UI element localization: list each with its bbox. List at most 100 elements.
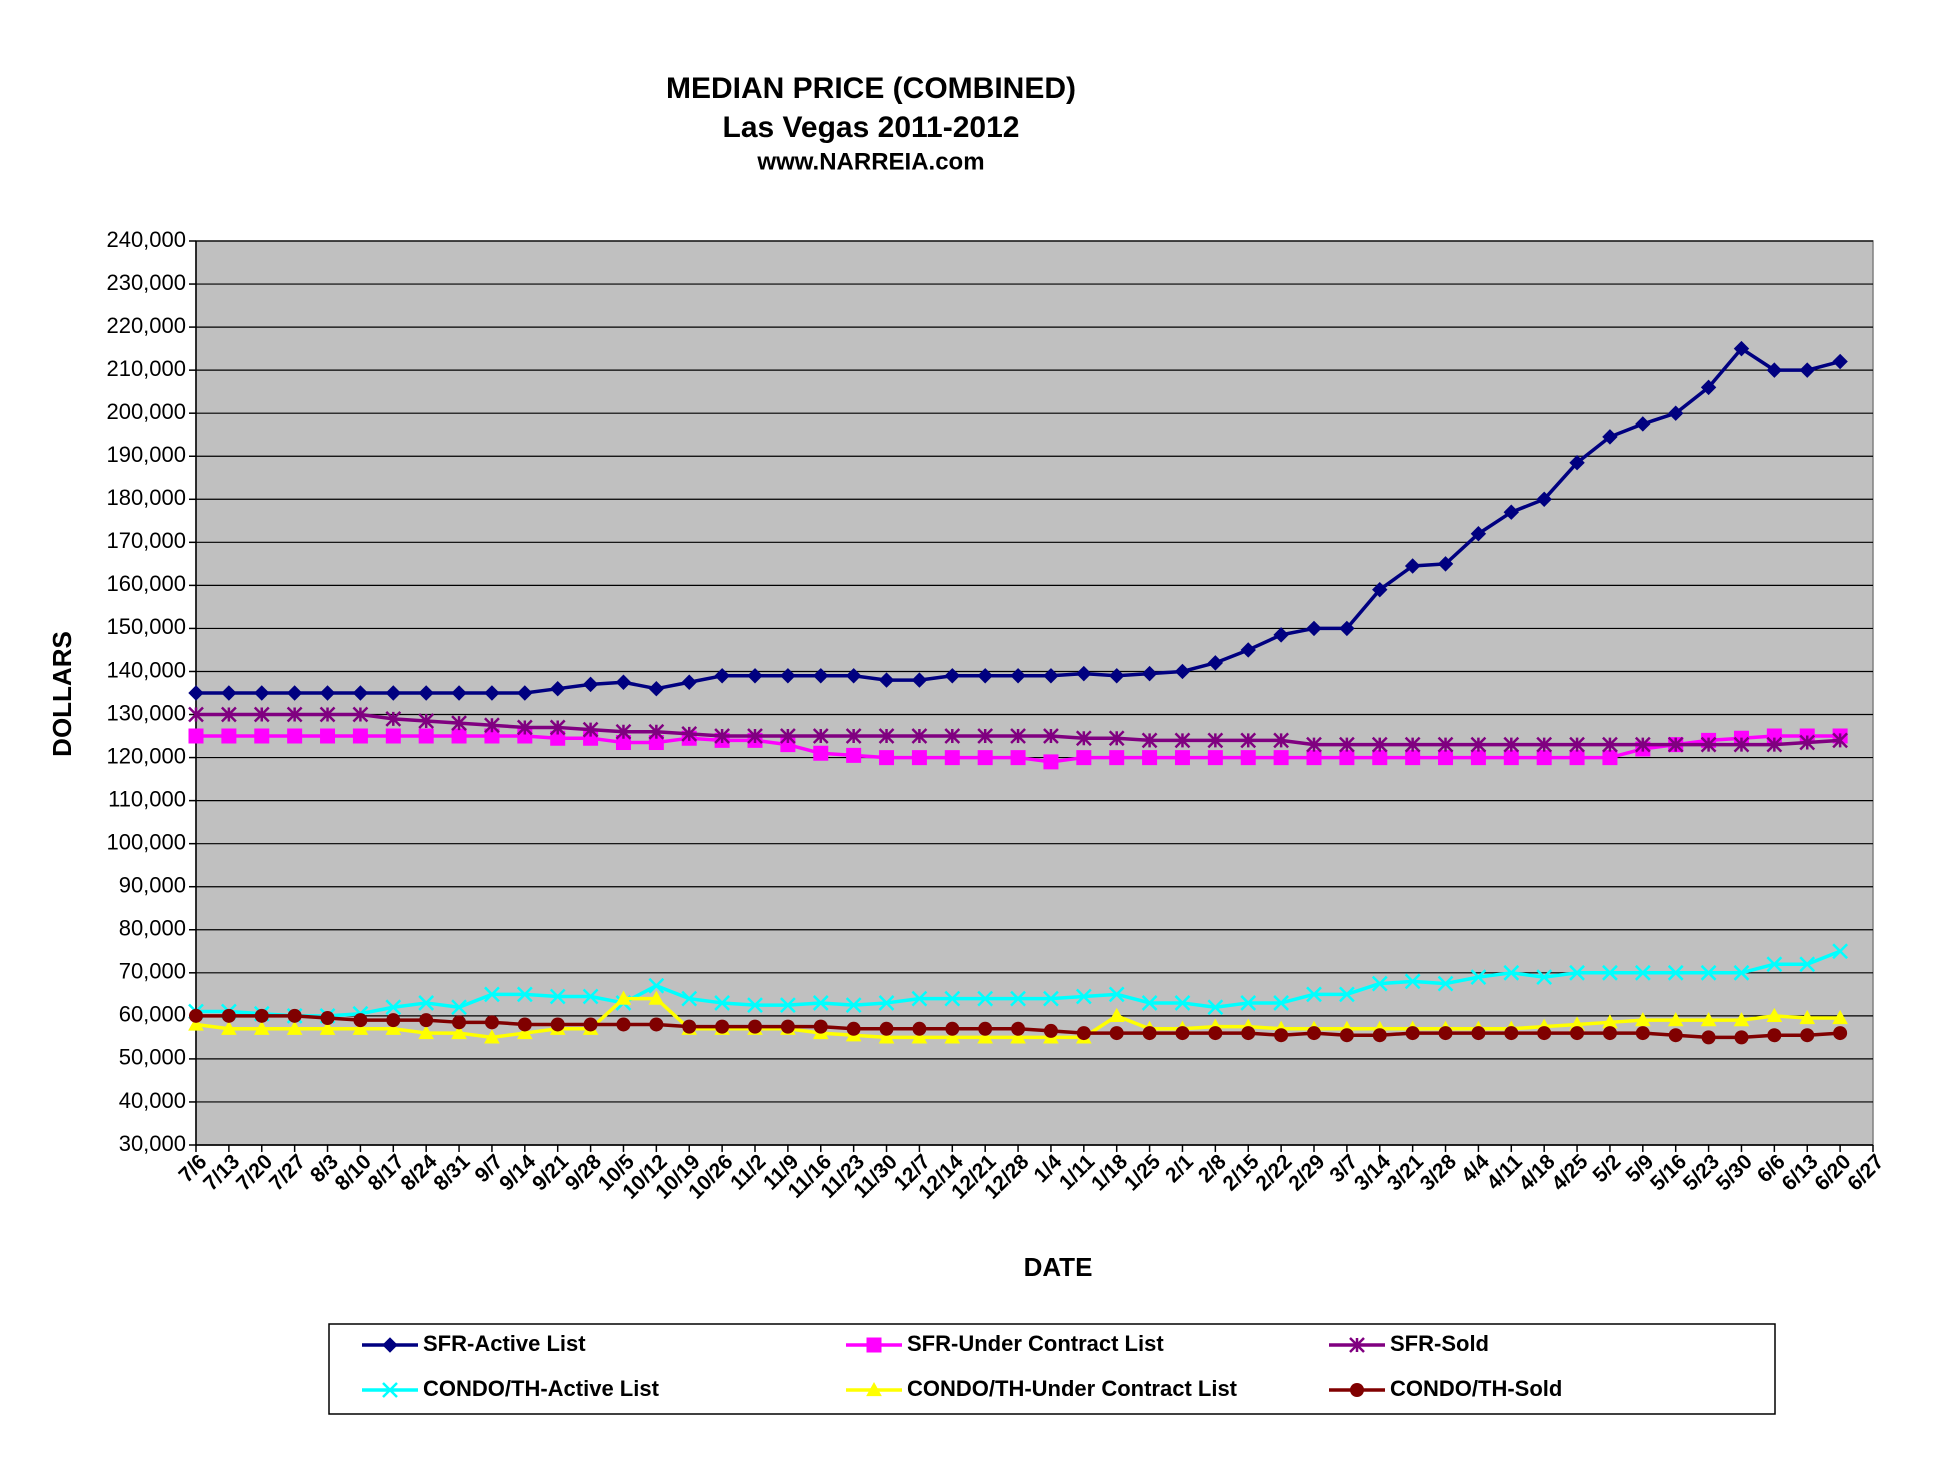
marker	[452, 1015, 467, 1030]
marker	[879, 1021, 894, 1036]
y-tick-label: 120,000	[106, 743, 186, 768]
y-tick-label: 170,000	[106, 528, 186, 553]
marker	[1350, 1383, 1364, 1397]
marker	[1700, 736, 1717, 753]
y-tick-label: 140,000	[106, 657, 186, 682]
marker	[1108, 986, 1125, 1003]
marker	[1536, 736, 1553, 753]
marker	[221, 1020, 237, 1035]
marker	[1437, 736, 1454, 753]
marker	[484, 1029, 500, 1044]
marker	[714, 995, 731, 1011]
marker	[911, 990, 928, 1007]
marker	[615, 723, 632, 740]
marker	[846, 747, 862, 763]
marker	[1207, 732, 1224, 749]
marker	[1570, 1026, 1585, 1041]
marker	[944, 668, 961, 684]
y-tick-label: 240,000	[106, 227, 186, 252]
marker	[254, 1008, 269, 1023]
marker	[352, 1020, 369, 1035]
marker	[779, 997, 796, 1013]
marker	[254, 685, 270, 701]
marker	[1569, 964, 1585, 981]
y-tick-label: 80,000	[119, 916, 186, 941]
marker	[1339, 620, 1355, 637]
marker	[1174, 732, 1191, 749]
marker	[418, 713, 435, 729]
marker	[1668, 1028, 1683, 1043]
marker	[1241, 1026, 1256, 1041]
marker	[866, 1381, 882, 1397]
marker	[451, 728, 467, 744]
marker	[1536, 969, 1553, 985]
marker	[287, 1008, 302, 1023]
marker	[1667, 1012, 1684, 1027]
marker	[747, 728, 763, 744]
marker	[1011, 1021, 1026, 1036]
marker	[1700, 1012, 1717, 1027]
marker	[681, 674, 697, 690]
marker	[911, 728, 928, 744]
marker	[1372, 581, 1388, 598]
marker	[1207, 655, 1224, 671]
y-tick-label: 160,000	[106, 571, 186, 596]
marker	[1470, 736, 1487, 753]
marker	[616, 1017, 631, 1032]
marker	[1339, 750, 1355, 766]
marker	[1010, 668, 1026, 684]
marker	[1109, 1026, 1124, 1041]
x-tick-label: 8/31	[429, 1150, 474, 1195]
marker	[221, 728, 237, 744]
marker	[845, 668, 862, 684]
marker	[1174, 750, 1190, 766]
marker	[1076, 665, 1092, 682]
marker	[714, 728, 731, 744]
chart-subtitle: Las Vegas 2011-2012	[723, 111, 1020, 144]
marker	[1766, 1007, 1783, 1022]
marker	[1404, 973, 1421, 990]
marker	[845, 728, 862, 744]
marker	[978, 1021, 993, 1036]
y-tick-label: 110,000	[108, 786, 186, 811]
marker	[977, 750, 993, 766]
marker	[1503, 750, 1519, 766]
marker	[319, 1020, 336, 1035]
marker	[188, 706, 204, 723]
marker	[813, 668, 829, 684]
marker	[188, 1016, 204, 1031]
marker	[1766, 956, 1783, 973]
marker	[878, 995, 895, 1011]
marker	[1207, 999, 1224, 1016]
marker	[1142, 750, 1158, 766]
marker	[221, 1008, 236, 1023]
marker	[418, 728, 434, 744]
marker	[1700, 964, 1717, 981]
marker	[1405, 750, 1421, 766]
x-tick-label: 5/2	[1588, 1150, 1625, 1187]
marker	[1667, 964, 1684, 981]
marker	[484, 1015, 499, 1030]
marker	[1602, 964, 1618, 981]
marker	[1307, 1026, 1321, 1041]
y-tick-label: 130,000	[106, 700, 186, 725]
marker	[1273, 750, 1289, 766]
marker	[682, 1019, 697, 1034]
marker	[878, 728, 895, 744]
marker	[1700, 379, 1717, 396]
marker	[1635, 1026, 1650, 1041]
y-tick-label: 40,000	[119, 1088, 186, 1113]
marker	[879, 750, 895, 766]
marker	[582, 988, 599, 1005]
marker	[353, 1013, 368, 1028]
marker	[1569, 750, 1585, 766]
marker	[1075, 988, 1092, 1005]
marker	[1043, 668, 1059, 684]
marker	[1010, 990, 1026, 1007]
marker	[1438, 1026, 1453, 1041]
marker	[1437, 556, 1454, 572]
marker	[945, 1021, 960, 1036]
marker	[517, 1017, 532, 1032]
marker	[1207, 750, 1223, 766]
